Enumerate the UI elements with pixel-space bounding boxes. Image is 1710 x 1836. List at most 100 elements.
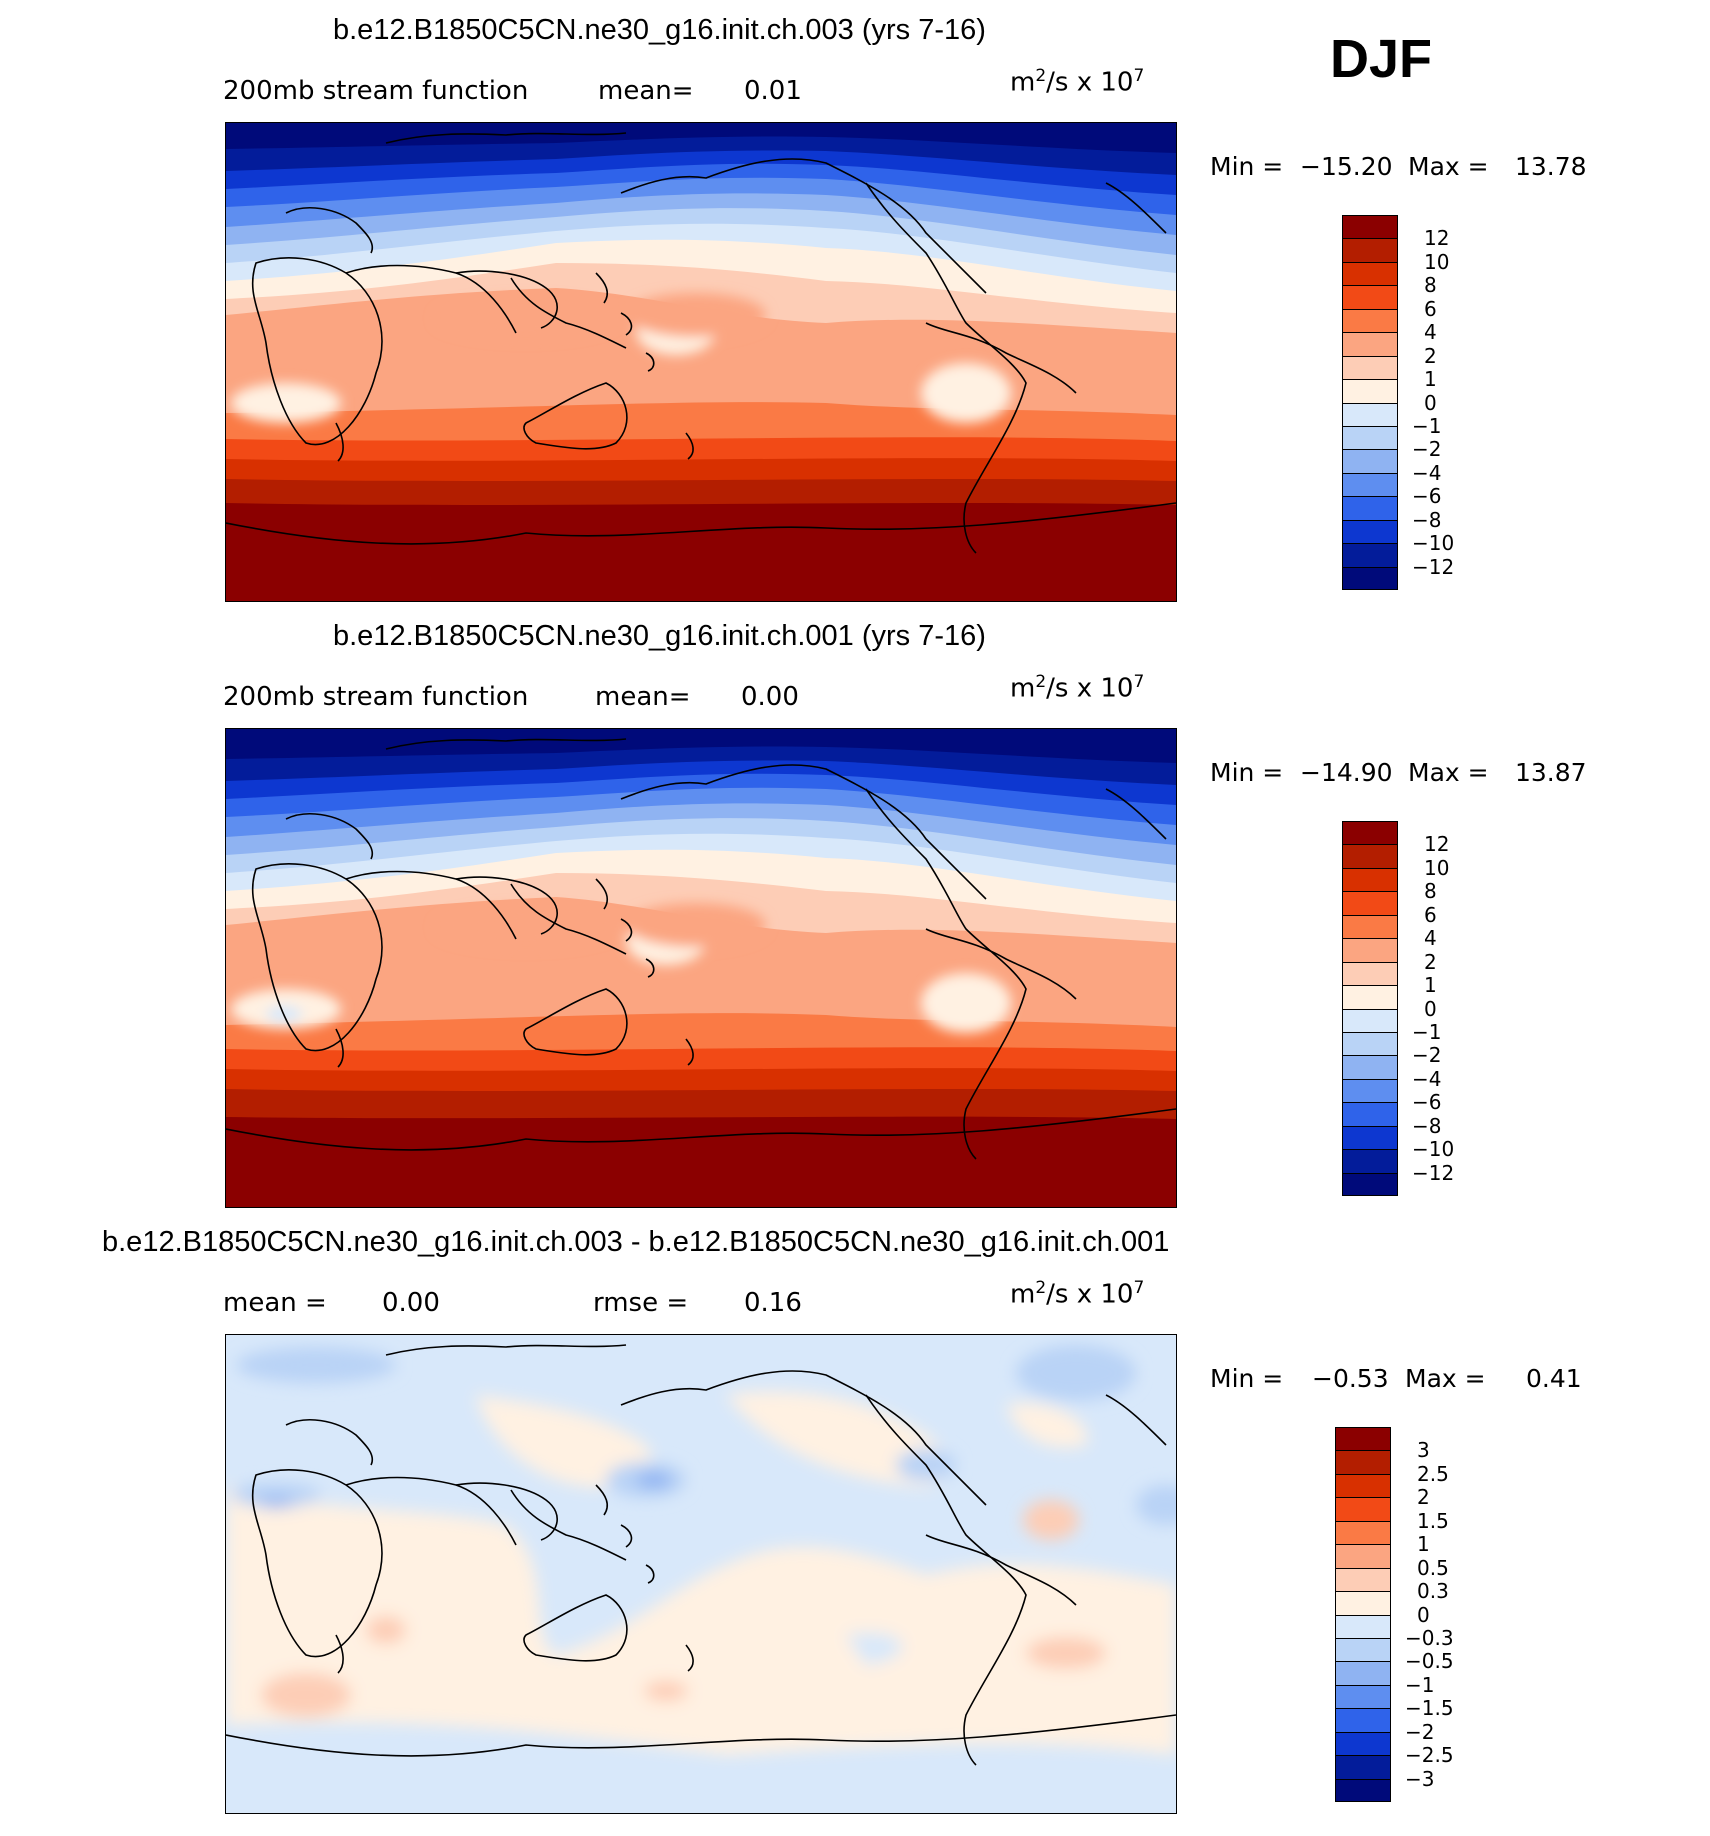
colorbar-swatch: [1335, 1473, 1391, 1498]
season-label: DJF: [1330, 29, 1433, 89]
panel2-max-label: Max =: [1408, 758, 1489, 787]
panel2-map: [225, 728, 1177, 1208]
colorbar-label: −2: [1412, 437, 1442, 462]
colorbar-label: −0.5: [1405, 1649, 1454, 1674]
colorbar-swatch: [1342, 308, 1398, 333]
colorbar-label: 1: [1417, 1532, 1430, 1557]
panel1-mean-label: mean=: [598, 76, 694, 106]
colorbar-label: 0: [1424, 390, 1437, 415]
panel2-min-label: Min =: [1210, 758, 1284, 787]
colorbar-swatch: [1335, 1637, 1391, 1662]
panel3-max-label: Max =: [1405, 1364, 1486, 1393]
colorbar-swatch: [1342, 891, 1398, 915]
colorbar-swatch: [1335, 1708, 1391, 1732]
panel3-mean-value: 0.00: [382, 1288, 440, 1318]
colorbar-label: 1: [1424, 973, 1437, 998]
colorbar-label: −12: [1412, 1160, 1455, 1185]
colorbar-label: 0.3: [1417, 1579, 1449, 1604]
colorbar-label: −8: [1412, 507, 1442, 532]
colorbar-label: −4: [1412, 460, 1442, 485]
colorbar-swatch: [1342, 821, 1398, 845]
panel2-mean-label: mean=: [595, 682, 691, 712]
colorbar-swatch: [1335, 1567, 1391, 1592]
panel3-title: b.e12.B1850C5CN.ne30_g16.init.ch.003 - b…: [102, 1226, 1170, 1258]
colorbar-swatch: [1342, 285, 1398, 309]
panel1-max-label: Max =: [1408, 152, 1489, 181]
colorbar-label: −2.5: [1405, 1743, 1454, 1768]
colorbar-swatch: [1342, 449, 1398, 473]
colorbar-swatch: [1342, 1172, 1398, 1196]
panel3-contour-field: [226, 1335, 1176, 1813]
colorbar-label: 2: [1417, 1485, 1430, 1510]
colorbar-label: 2: [1424, 343, 1437, 368]
colorbar-label: −2: [1405, 1719, 1435, 1744]
panel2-title: b.e12.B1850C5CN.ne30_g16.init.ch.001 (yr…: [333, 620, 986, 652]
colorbar-label: 4: [1424, 926, 1437, 951]
colorbar-swatch: [1342, 238, 1398, 262]
colorbar-label: −1.5: [1405, 1696, 1454, 1721]
colorbar-swatch: [1342, 914, 1398, 939]
colorbar-label: −6: [1412, 484, 1442, 509]
colorbar-swatch: [1342, 1055, 1398, 1079]
panel3-map: [225, 1334, 1177, 1814]
colorbar-label: −3: [1405, 1766, 1435, 1791]
colorbar-label: 4: [1424, 320, 1437, 345]
colorbar-label: −1: [1412, 413, 1442, 438]
colorbar-label: 1: [1424, 367, 1437, 392]
colorbar-swatch: [1335, 1684, 1391, 1709]
panel1-title: b.e12.B1850C5CN.ne30_g16.init.ch.003 (yr…: [333, 14, 986, 46]
colorbar-label: 12: [1424, 226, 1450, 251]
colorbar-label: −1: [1412, 1019, 1442, 1044]
colorbar-label: −6: [1412, 1090, 1442, 1115]
panel3-rmse-label: rmse =: [593, 1288, 689, 1318]
colorbar-label: 2.5: [1417, 1461, 1449, 1486]
colorbar-swatch: [1335, 1755, 1391, 1779]
panel2-contour-field: [226, 729, 1176, 1207]
colorbar-swatch: [1342, 938, 1398, 962]
colorbar-swatch: [1335, 1731, 1391, 1756]
colorbar-swatch: [1342, 543, 1398, 567]
panel1-units: m2/s x 107: [1010, 66, 1145, 98]
panel2-units: m2/s x 107: [1010, 672, 1145, 704]
colorbar-swatch: [1342, 332, 1398, 356]
colorbar-label: 0: [1424, 996, 1437, 1021]
panel1-contour-field: [226, 123, 1176, 601]
panel2-max-value: 13.87: [1515, 758, 1587, 787]
panel3-mean-label: mean =: [223, 1288, 327, 1318]
colorbar-swatch: [1335, 1661, 1391, 1685]
colorbar-swatch: [1335, 1614, 1391, 1638]
colorbar-label: −0.3: [1405, 1625, 1454, 1650]
panel1-min-label: Min =: [1210, 152, 1284, 181]
panel1-map: [225, 122, 1177, 602]
panel3-min-label: Min =: [1210, 1364, 1284, 1393]
colorbar-label: 12: [1424, 832, 1450, 857]
colorbar-label: 8: [1424, 273, 1437, 298]
colorbar-swatch: [1342, 1008, 1398, 1032]
colorbar-swatch: [1335, 1778, 1391, 1802]
colorbar-swatch: [1335, 1544, 1391, 1568]
colorbar-swatch: [1342, 961, 1398, 986]
panel3-colorbar: 3 2.5 2 1.5 1 0.5 0.3 0 −0.3 −0.5 −1 −1.5 −2 −2.5 −3: [1335, 1427, 1454, 1802]
colorbar-swatch: [1335, 1591, 1391, 1615]
colorbar-label: 0: [1417, 1602, 1430, 1627]
colorbar-label: −1: [1405, 1672, 1435, 1697]
panel3-coastlines: [226, 1344, 1176, 1766]
colorbar-swatch: [1342, 1031, 1398, 1056]
colorbar-swatch: [1342, 867, 1398, 892]
colorbar-swatch: [1342, 355, 1398, 380]
colorbar-label: 2: [1424, 949, 1437, 974]
colorbar-swatch: [1342, 1078, 1398, 1103]
panel3-units: m2/s x 107: [1010, 1278, 1145, 1310]
panel3-min-value: −0.53: [1312, 1364, 1389, 1393]
colorbar-swatch: [1342, 425, 1398, 450]
colorbar-swatch: [1335, 1450, 1391, 1474]
colorbar-swatch: [1342, 844, 1398, 868]
panel2-variable-label: 200mb stream function: [223, 682, 529, 712]
colorbar-label: −10: [1412, 531, 1455, 556]
colorbar-label: −4: [1412, 1066, 1442, 1091]
panel1-min-value: −15.20: [1300, 152, 1393, 181]
colorbar-label: 8: [1424, 879, 1437, 904]
colorbar-label: 6: [1424, 296, 1437, 321]
colorbar-label: −10: [1412, 1137, 1455, 1162]
colorbar-swatch: [1342, 215, 1398, 239]
